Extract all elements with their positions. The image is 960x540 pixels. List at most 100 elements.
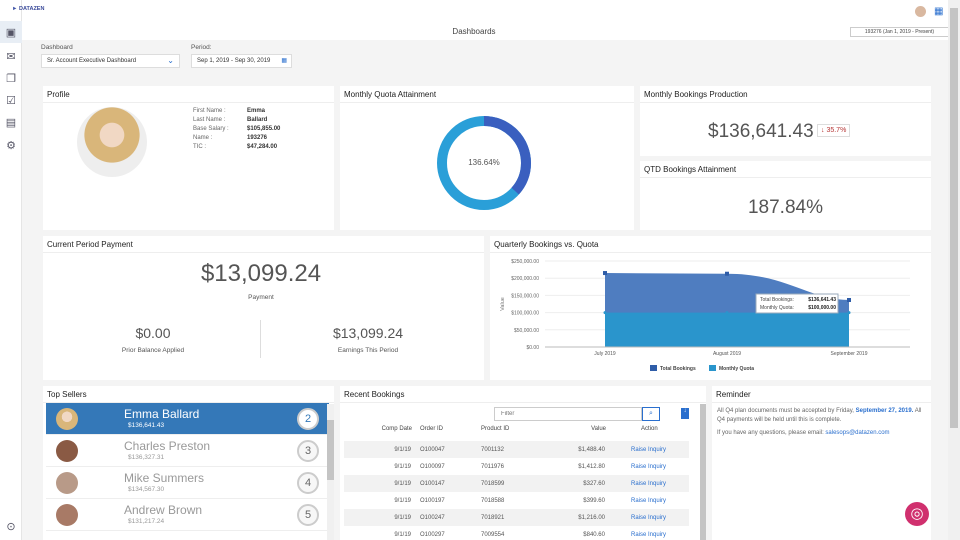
avatar [56,408,78,430]
header [22,0,948,40]
payment-total: $13,099.24 [200,260,322,287]
earnings-value: $13,099.24 [332,325,404,341]
column-header[interactable]: Product ID [481,426,510,432]
table-cell: O100297 [420,531,445,538]
field-label: TIC : [193,144,206,150]
logo: ► DATAZEN [12,6,44,12]
table-cell: 9/1/19 [394,514,411,521]
table-cell: 9/1/19 [394,531,411,538]
payment-label: Payment [248,294,274,301]
avatar [56,440,78,462]
field-value: Emma [247,108,266,114]
table-scrollbar[interactable] [700,404,706,540]
raise-inquiry-link[interactable]: Raise Inquiry [631,497,667,504]
x-tick-label: August 2019 [713,351,741,357]
tooltip-value: $100,000.00 [808,305,836,311]
column-header[interactable]: Comp Date [381,426,412,432]
table-cell: O100197 [420,497,445,504]
divider [260,320,261,358]
dashboard-icon[interactable]: ▣ [0,21,22,43]
chevron-down-icon: ⌄ [167,56,174,65]
profile-photo [77,107,147,177]
table-cell: 9/1/19 [394,446,411,453]
bookings-point [603,271,607,276]
export-icon[interactable]: ↓ [681,408,689,419]
column-header[interactable]: Action [641,426,658,432]
rank-badge: 2 [297,408,319,430]
table-cell: $399.60 [583,497,605,504]
reminder-contact: If you have any questions, please email:… [717,430,890,436]
avatar [56,504,78,526]
dashboard-value: Sr. Account Executive Dashboard [47,58,137,64]
raise-inquiry-link[interactable]: Raise Inquiry [631,446,667,453]
tooltip-value: $136,641.43 [808,297,836,303]
rank-badge: 4 [297,472,319,494]
table-row: 9/1/19 O100197 7018588 $399.60 Raise Inquiry [344,492,689,509]
raise-inquiry-link[interactable]: Raise Inquiry [631,514,667,521]
search-button[interactable]: ⌕ [642,407,660,421]
table-row: 9/1/19 O100147 7018599 $327.60 Raise Inquiry [344,475,689,492]
card-title: Top Sellers [43,386,334,403]
table-cell: O100147 [420,480,445,487]
report-icon[interactable]: ▤ [5,116,17,129]
page-scrollbar[interactable] [948,0,960,540]
apps-grid-icon[interactable]: ▦ [934,6,944,17]
documents-icon[interactable]: ❐ [6,72,16,85]
table-cell: 9/1/19 [394,463,411,470]
legend-label: Total Bookings [660,366,696,372]
profile-fields: First Name : Emma Last Name : Ballard Base… [193,107,280,152]
arrow-down-icon: ↓ [821,127,825,134]
sidebar: ▣ ✉ ❐ ☑ ▤ ⚙ ⊙ [0,0,22,540]
monthly-quota-area [605,312,849,347]
period-label: Period: [191,44,212,51]
email-link[interactable]: salesops@datazen.com [825,430,890,436]
column-header[interactable]: Value [591,426,606,432]
seller-item[interactable]: Charles Preston $136,327.31 3 [46,435,329,467]
assistant-button[interactable]: ◎ [905,502,929,526]
table-cell: 7018599 [481,480,505,487]
seller-item[interactable]: Mike Summers $134,567.30 4 [46,467,329,499]
raise-inquiry-link[interactable]: Raise Inquiry [631,531,667,538]
sellers-scrollbar[interactable] [327,404,334,540]
table-row: 9/1/19 O100097 7011976 $1,412.80 Raise Inqui… [344,458,689,475]
rank-badge: 3 [297,440,319,462]
contact-text: If you have any questions, please email: [717,430,824,436]
seller-item[interactable]: Andrew Brown $131,217.24 5 [46,499,329,531]
y-tick-label: $50,000.00 [514,328,539,334]
column-header[interactable]: Order ID [420,426,444,432]
table-cell: $327.60 [583,480,605,487]
card-title: Recent Bookings [340,386,706,403]
user-avatar[interactable] [915,6,926,17]
qtd-card: QTD Bookings Attainment 187.84% [640,161,931,230]
delta-value: 35.7% [826,127,847,134]
seller-item[interactable]: Emma Ballard $136,641.43 2 [46,403,329,435]
seller-name: Charles Preston [124,439,211,453]
search-settings-icon[interactable]: ⚙ [6,139,16,152]
filter-input[interactable] [494,407,642,421]
reminder-line: All Q4 payments will be held until this … [717,408,922,423]
seller-amount: $136,327.31 [128,454,165,461]
table-cell: O100097 [420,463,445,470]
calendar-icon: ▦ [281,58,287,64]
logo-icon: ► [12,6,18,12]
quota-point [847,311,851,315]
raise-inquiry-link[interactable]: Raise Inquiry [631,463,667,470]
y-axis-label: Value [500,297,506,311]
raise-inquiry-link[interactable]: Raise Inquiry [631,480,667,487]
earnings-label: Earnings This Period [337,347,399,354]
card-title: QTD Bookings Attainment [640,161,931,178]
donut-overflow-arc [437,116,531,210]
table-header: Comp Date Order ID Product ID Value Acti… [340,426,690,438]
table-cell: 7011976 [481,463,504,470]
expand-icon[interactable]: ⊙ [6,520,16,533]
deadline-date: September 27, 2019. [855,408,914,414]
table-cell: 7018588 [481,497,505,504]
card-title: Reminder [712,386,931,403]
mail-icon[interactable]: ✉ [6,50,16,63]
dashboard-select[interactable]: Sr. Account Executive Dashboard ⌄ [41,54,180,68]
field-label: Last Name : [193,117,226,123]
period-picker[interactable]: Sep 1, 2019 - Sep 30, 2019 ▦ [191,54,292,68]
profile-card: Profile First Name : Emma Last Name : Ball… [43,86,334,230]
checklist-icon[interactable]: ☑ [6,94,16,107]
user-context-selector[interactable]: 193276 (Jan 1, 2019 - Present) [850,27,949,37]
